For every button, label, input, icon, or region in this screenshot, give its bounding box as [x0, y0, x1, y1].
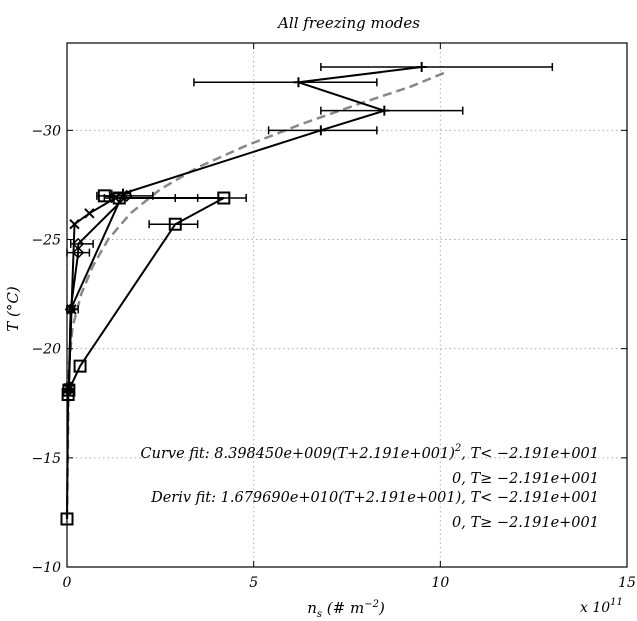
- data-point: [120, 189, 133, 202]
- x-axis-label-close: ): [378, 599, 385, 617]
- data-point: [73, 359, 87, 373]
- y-tick-label: −10: [31, 560, 61, 576]
- x-axis-label: ns (# m−2): [307, 599, 385, 620]
- x-tick-label: 10: [431, 575, 449, 591]
- data-point: [112, 191, 126, 205]
- annotation-part: 0, T≥ −2.191e+001: [452, 515, 599, 531]
- data-point: [84, 208, 95, 219]
- x-axis-label-sub: s: [317, 609, 322, 620]
- annotation-part: 0, T≥ −2.191e+001: [452, 471, 599, 487]
- data-point: [61, 388, 75, 402]
- x-multiplier-exp: 11: [610, 597, 623, 608]
- data-point: [217, 191, 231, 205]
- data-point: [315, 125, 326, 136]
- y-tick-label: −15: [31, 451, 61, 467]
- annotation-line: 0, T≥ −2.191e+001: [452, 515, 599, 531]
- data-point: [72, 237, 85, 250]
- x-tick-label: 15: [618, 575, 636, 591]
- data-point: [293, 77, 304, 88]
- annotation-part: Curve fit: 8.398450e+009(T+2.191e+001): [141, 446, 455, 462]
- x-multiplier-base: x 10: [580, 600, 610, 616]
- chart-title: All freezing modes: [276, 14, 420, 32]
- x-axis-label-exp: −2: [364, 599, 379, 610]
- data-series: [60, 62, 554, 526]
- y-tick-label: −20: [31, 342, 61, 358]
- annotation-line: Curve fit: 8.398450e+009(T+2.191e+001)2,…: [141, 443, 599, 462]
- annotation-part: , T< −2.191e+001: [461, 446, 599, 462]
- series-line: [67, 66, 422, 393]
- axis-ticks: 0 5 10 15 −10 −15 −20 −25 −30: [31, 43, 636, 591]
- x-multiplier: x 1011: [580, 597, 623, 616]
- series-3: [60, 189, 247, 526]
- plot-frame: [66, 42, 628, 568]
- annotation-line: 0, T≥ −2.191e+001: [452, 471, 599, 487]
- fit-curve: [65, 70, 449, 520]
- x-tick-label: 0: [63, 575, 72, 591]
- annotation-part: Deriv fit: 1.679690e+010(T+2.191e+001), …: [150, 490, 599, 506]
- y-tick-label: −30: [31, 123, 61, 139]
- data-point: [416, 62, 427, 73]
- series-0: [63, 62, 554, 398]
- y-axis-label: T (°C): [4, 286, 22, 332]
- x-axis-label-main: n: [307, 599, 317, 617]
- x-tick-label: 5: [249, 575, 258, 591]
- annotation-part: 2: [454, 443, 461, 454]
- data-point: [69, 219, 80, 230]
- annotation-line: Deriv fit: 1.679690e+010(T+2.191e+001), …: [150, 490, 599, 506]
- data-point: [168, 217, 182, 231]
- data-point: [72, 246, 85, 259]
- x-axis-label-units: (# m: [322, 599, 364, 617]
- y-tick-label: −25: [31, 233, 61, 249]
- annotations: Curve fit: 8.398450e+009(T+2.191e+001)2,…: [141, 443, 599, 531]
- data-point: [379, 105, 390, 116]
- fit-curve-line: [65, 70, 449, 520]
